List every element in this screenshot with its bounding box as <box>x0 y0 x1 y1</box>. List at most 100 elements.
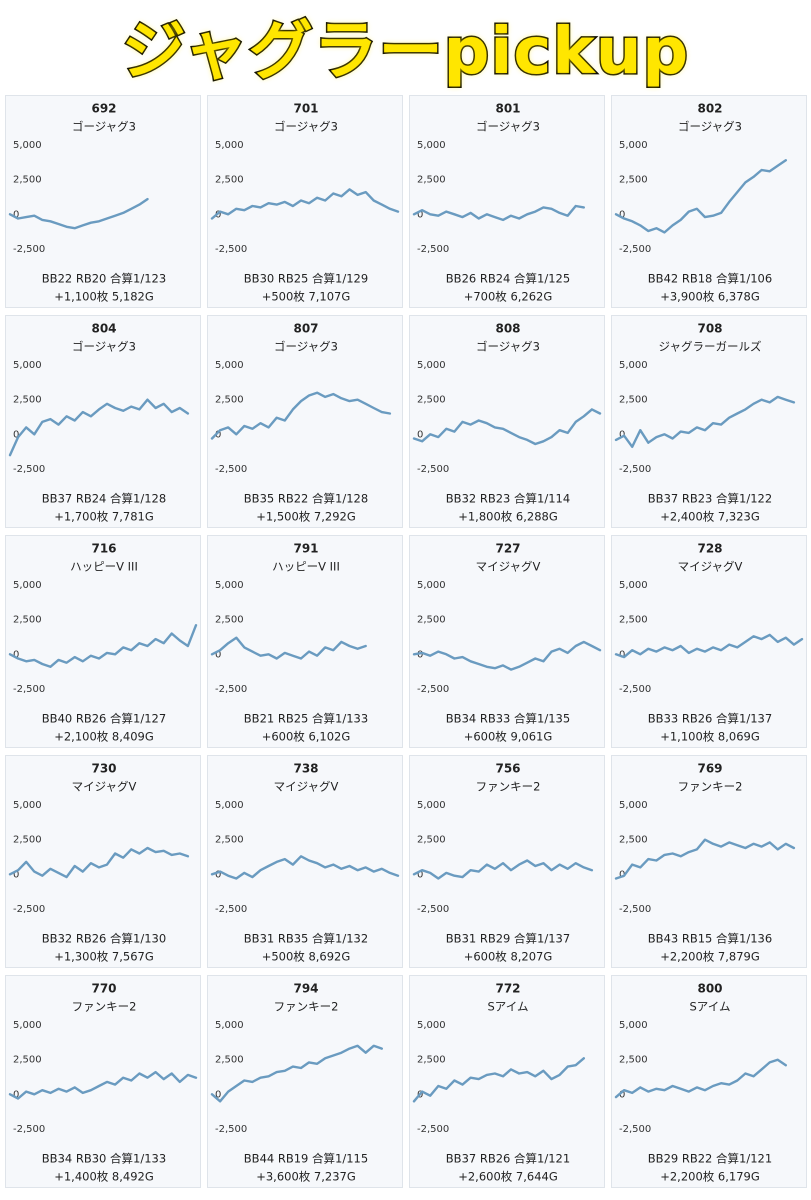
y-tick-label: -2,500 <box>417 464 449 475</box>
chart-card: 794 ファンキー2 5,000 2,500 0 -2,500 BB44 RB19 合算1/… <box>207 975 403 1188</box>
y-tick-label: 2,500 <box>619 615 648 626</box>
y-tick-label: 5,000 <box>619 800 648 811</box>
chart: 756 ファンキー2 5,000 2,500 0 -2,500 BB31 RB29 合算1/… <box>412 762 594 964</box>
chart-subtitle: ファンキー2 <box>72 1000 137 1014</box>
chart: 728 マイジャグV 5,000 2,500 0 -2,500 BB33 RB26 合算1/… <box>614 542 804 744</box>
chart-subtitle: ゴージャグ3 <box>678 120 742 134</box>
chart-card: 701 ゴージャグ3 5,000 2,500 0 -2,500 BB30 RB25 合算1/… <box>207 95 403 308</box>
y-tick-label: 0 <box>13 649 19 660</box>
y-tick-label: 5,000 <box>619 140 648 151</box>
chart-subtitle: ゴージャグ3 <box>72 340 136 354</box>
chart-card: 727 マイジャグV 5,000 2,500 0 -2,500 BB34 RB33 合算1/… <box>409 535 605 748</box>
chart-card: 807 ゴージャグ3 5,000 2,500 0 -2,500 BB35 RB22 合算1/… <box>207 315 403 528</box>
y-tick-label: -2,500 <box>215 1124 247 1135</box>
summary-line: +1,800枚 6,288G <box>458 510 558 524</box>
chart: 770 ファンキー2 5,000 2,500 0 -2,500 BB34 RB30 合算1/… <box>8 982 198 1184</box>
y-tick-label: -2,500 <box>417 684 449 695</box>
y-tick-label: 0 <box>13 869 19 880</box>
data-line <box>614 633 804 659</box>
summary-line: +1,400枚 8,492G <box>54 1170 154 1184</box>
data-line <box>614 838 796 880</box>
chart-card: 738 マイジャグV 5,000 2,500 0 -2,500 BB31 RB35 合算1/… <box>207 755 403 968</box>
summary-line: BB30 RB25 合算1/129 <box>244 272 368 286</box>
y-tick-label: 5,000 <box>215 140 244 151</box>
y-tick-label: -2,500 <box>215 464 247 475</box>
chart-card: 769 ファンキー2 5,000 2,500 0 -2,500 BB43 RB15 合算1/… <box>611 755 807 968</box>
summary-line: BB34 RB30 合算1/133 <box>42 1152 166 1166</box>
summary-line: +1,300枚 7,567G <box>54 950 154 964</box>
y-tick-label: 2,500 <box>13 395 42 406</box>
chart: 807 ゴージャグ3 5,000 2,500 0 -2,500 BB35 RB22 合算1/… <box>210 322 392 524</box>
y-tick-label: 2,500 <box>619 1055 648 1066</box>
data-line <box>210 855 400 880</box>
y-tick-label: 2,500 <box>619 395 648 406</box>
y-tick-label: 2,500 <box>417 615 446 626</box>
chart-subtitle: ゴージャグ3 <box>274 340 338 354</box>
chart: 794 ファンキー2 5,000 2,500 0 -2,500 BB44 RB19 合算1/… <box>210 982 383 1184</box>
y-tick-label: 5,000 <box>417 140 446 151</box>
y-tick-label: 2,500 <box>215 175 244 186</box>
chart-card: 808 ゴージャグ3 5,000 2,500 0 -2,500 BB32 RB23 合算1/… <box>409 315 605 528</box>
summary-line: +600枚 6,102G <box>262 730 351 744</box>
y-tick-label: 2,500 <box>215 395 244 406</box>
y-tick-label: -2,500 <box>417 904 449 915</box>
y-tick-label: 5,000 <box>215 800 244 811</box>
y-tick-label: 0 <box>417 429 423 440</box>
chart-title: 770 <box>91 982 116 996</box>
y-tick-label: 2,500 <box>13 175 42 186</box>
y-tick-label: 5,000 <box>215 580 244 591</box>
y-tick-label: 2,500 <box>13 615 42 626</box>
y-tick-label: -2,500 <box>13 464 45 475</box>
chart-card: 692 ゴージャグ3 5,000 2,500 0 -2,500 BB22 RB20 合算1/… <box>5 95 201 308</box>
summary-line: +700枚 6,262G <box>464 290 553 304</box>
chart-card: 708 ジャグラーガールズ 5,000 2,500 0 -2,500 BB37 RB23 合… <box>611 315 807 528</box>
chart-title: 727 <box>495 542 520 556</box>
y-tick-label: 2,500 <box>215 1055 244 1066</box>
chart-subtitle: マイジャグV <box>274 780 339 794</box>
chart: 804 ゴージャグ3 5,000 2,500 0 -2,500 BB37 RB24 合算1/… <box>8 322 190 524</box>
data-line <box>8 846 190 879</box>
chart: 791 ハッピーV III 5,000 2,500 0 -2,500 BB21 RB25 合… <box>210 542 368 744</box>
chart-card: 802 ゴージャグ3 5,000 2,500 0 -2,500 BB42 RB18 合算1/… <box>611 95 807 308</box>
y-tick-label: 5,000 <box>417 580 446 591</box>
summary-line: BB37 RB24 合算1/128 <box>42 492 166 506</box>
summary-line: BB33 RB26 合算1/137 <box>648 712 772 726</box>
summary-line: +1,700枚 7,781G <box>54 510 154 524</box>
y-tick-label: -2,500 <box>417 244 449 255</box>
chart-subtitle: マイジャグV <box>678 560 743 574</box>
summary-line: +3,900枚 6,378G <box>660 290 760 304</box>
y-tick-label: 5,000 <box>13 140 42 151</box>
y-tick-label: 5,000 <box>13 360 42 371</box>
y-tick-label: 5,000 <box>417 800 446 811</box>
summary-line: BB35 RB22 合算1/128 <box>244 492 368 506</box>
chart-card: 756 ファンキー2 5,000 2,500 0 -2,500 BB31 RB29 合算1/… <box>409 755 605 968</box>
chart-subtitle: ゴージャグ3 <box>72 120 136 134</box>
y-tick-label: 0 <box>417 209 423 220</box>
summary-line: BB22 RB20 合算1/123 <box>42 272 166 286</box>
summary-line: +1,100枚 8,069G <box>660 730 760 744</box>
chart-title: 772 <box>495 982 520 996</box>
y-tick-label: 0 <box>215 869 221 880</box>
chart: 738 マイジャグV 5,000 2,500 0 -2,500 BB31 RB35 合算1/… <box>210 762 400 964</box>
chart-card: 804 ゴージャグ3 5,000 2,500 0 -2,500 BB37 RB24 合算1/… <box>5 315 201 528</box>
y-tick-label: 0 <box>215 209 221 220</box>
y-tick-label: -2,500 <box>417 1124 449 1135</box>
summary-line: BB40 RB26 合算1/127 <box>42 712 166 726</box>
y-tick-label: -2,500 <box>13 1124 45 1135</box>
summary-line: +2,200枚 7,879G <box>660 950 760 964</box>
y-tick-label: 2,500 <box>215 835 244 846</box>
summary-line: BB42 RB18 合算1/106 <box>648 272 772 286</box>
y-tick-label: 5,000 <box>215 1020 244 1031</box>
chart: 730 マイジャグV 5,000 2,500 0 -2,500 BB32 RB26 合算1/… <box>8 762 190 964</box>
chart-title: 708 <box>697 322 722 336</box>
data-line <box>210 391 392 440</box>
y-tick-label: 2,500 <box>619 835 648 846</box>
chart-title: 801 <box>495 102 520 116</box>
chart-subtitle: ハッピーV III <box>70 560 138 574</box>
summary-line: BB37 RB23 合算1/122 <box>648 492 772 506</box>
y-tick-label: 5,000 <box>619 1020 648 1031</box>
chart: 727 マイジャグV 5,000 2,500 0 -2,500 BB34 RB33 合算1/… <box>412 542 602 744</box>
y-tick-label: 0 <box>13 209 19 220</box>
